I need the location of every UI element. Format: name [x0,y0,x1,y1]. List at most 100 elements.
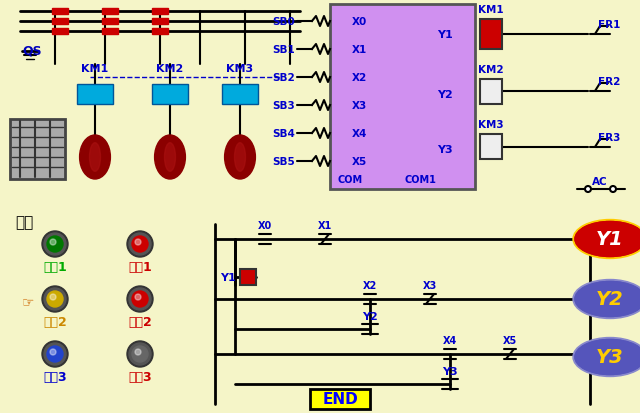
Text: 启动2: 启动2 [43,315,67,328]
Ellipse shape [575,282,640,317]
Text: FR3: FR3 [598,133,620,142]
Text: X0: X0 [258,221,272,230]
Text: X1: X1 [318,221,332,230]
Text: SB4: SB4 [272,129,295,139]
Bar [152,9,168,15]
Circle shape [44,343,66,365]
Text: X4: X4 [352,129,367,139]
Text: X5: X5 [352,157,367,166]
Ellipse shape [573,220,640,259]
Circle shape [47,346,63,362]
Bar [240,269,256,285]
Circle shape [135,349,141,355]
Text: X3: X3 [423,280,437,290]
Circle shape [50,240,56,245]
Circle shape [50,294,56,300]
Ellipse shape [90,143,100,172]
Ellipse shape [155,136,186,180]
Text: KM3: KM3 [227,64,253,74]
Text: X0: X0 [352,17,367,27]
Circle shape [132,291,148,307]
Circle shape [42,286,68,312]
Text: 电源: 电源 [15,214,33,230]
Bar [152,29,168,35]
Circle shape [610,187,616,192]
Circle shape [47,291,63,307]
Ellipse shape [225,136,255,180]
Text: FR2: FR2 [598,77,620,87]
Bar [330,5,475,190]
Text: 停止2: 停止2 [128,315,152,328]
Bar [10,120,65,180]
Text: 启动1: 启动1 [43,260,67,273]
Text: AC: AC [592,177,608,187]
Text: ☞: ☞ [22,294,35,308]
Text: X2: X2 [352,73,367,83]
Text: 启动3: 启动3 [43,370,67,383]
Text: KM3: KM3 [478,120,504,130]
Bar [102,29,118,35]
Text: SB0: SB0 [272,17,295,27]
Bar [480,20,502,50]
Text: 停止3: 停止3 [128,370,152,383]
Bar [52,19,68,25]
Text: END: END [322,392,358,406]
Circle shape [132,346,148,362]
Circle shape [127,286,153,312]
Ellipse shape [575,222,640,257]
Text: X5: X5 [503,335,517,345]
Text: Y3: Y3 [596,348,624,367]
Circle shape [129,343,151,365]
Text: Y1: Y1 [220,272,236,282]
Text: COM1: COM1 [404,175,436,185]
Text: Y3: Y3 [442,366,458,376]
Circle shape [129,288,151,310]
Circle shape [42,231,68,257]
Ellipse shape [575,339,640,375]
Bar [152,85,188,105]
Text: Y1: Y1 [437,30,453,40]
Circle shape [42,341,68,367]
Text: COM: COM [337,175,363,185]
Circle shape [50,349,56,355]
Bar [102,19,118,25]
Text: X3: X3 [352,101,367,111]
Circle shape [129,233,151,255]
Circle shape [585,187,591,192]
Circle shape [135,294,141,300]
Bar [480,80,502,105]
Circle shape [127,341,153,367]
Text: Y3: Y3 [437,145,453,154]
Bar [480,135,502,159]
Text: Y2: Y2 [596,290,624,309]
Text: SB3: SB3 [272,101,295,111]
Bar [222,85,258,105]
Circle shape [135,240,141,245]
Bar [152,19,168,25]
Text: X1: X1 [352,45,367,55]
Bar [77,85,113,105]
Text: KM1: KM1 [81,64,109,74]
Bar [102,9,118,15]
Text: QS: QS [22,45,42,58]
Text: Y2: Y2 [437,90,453,100]
Circle shape [44,233,66,255]
Bar [52,29,68,35]
Ellipse shape [575,222,640,257]
Circle shape [44,288,66,310]
Text: Y1: Y1 [596,230,624,249]
Ellipse shape [234,143,246,172]
Text: X2: X2 [363,280,377,290]
FancyBboxPatch shape [310,389,370,409]
Text: FR1: FR1 [598,20,620,30]
Ellipse shape [79,136,111,180]
Ellipse shape [573,338,640,377]
Text: 停止1: 停止1 [128,260,152,273]
Circle shape [47,236,63,252]
Text: SB1: SB1 [272,45,295,55]
Text: KM1: KM1 [478,5,504,15]
Text: KM2: KM2 [478,65,504,75]
Text: SB2: SB2 [272,73,295,83]
Circle shape [127,231,153,257]
Ellipse shape [164,143,175,172]
